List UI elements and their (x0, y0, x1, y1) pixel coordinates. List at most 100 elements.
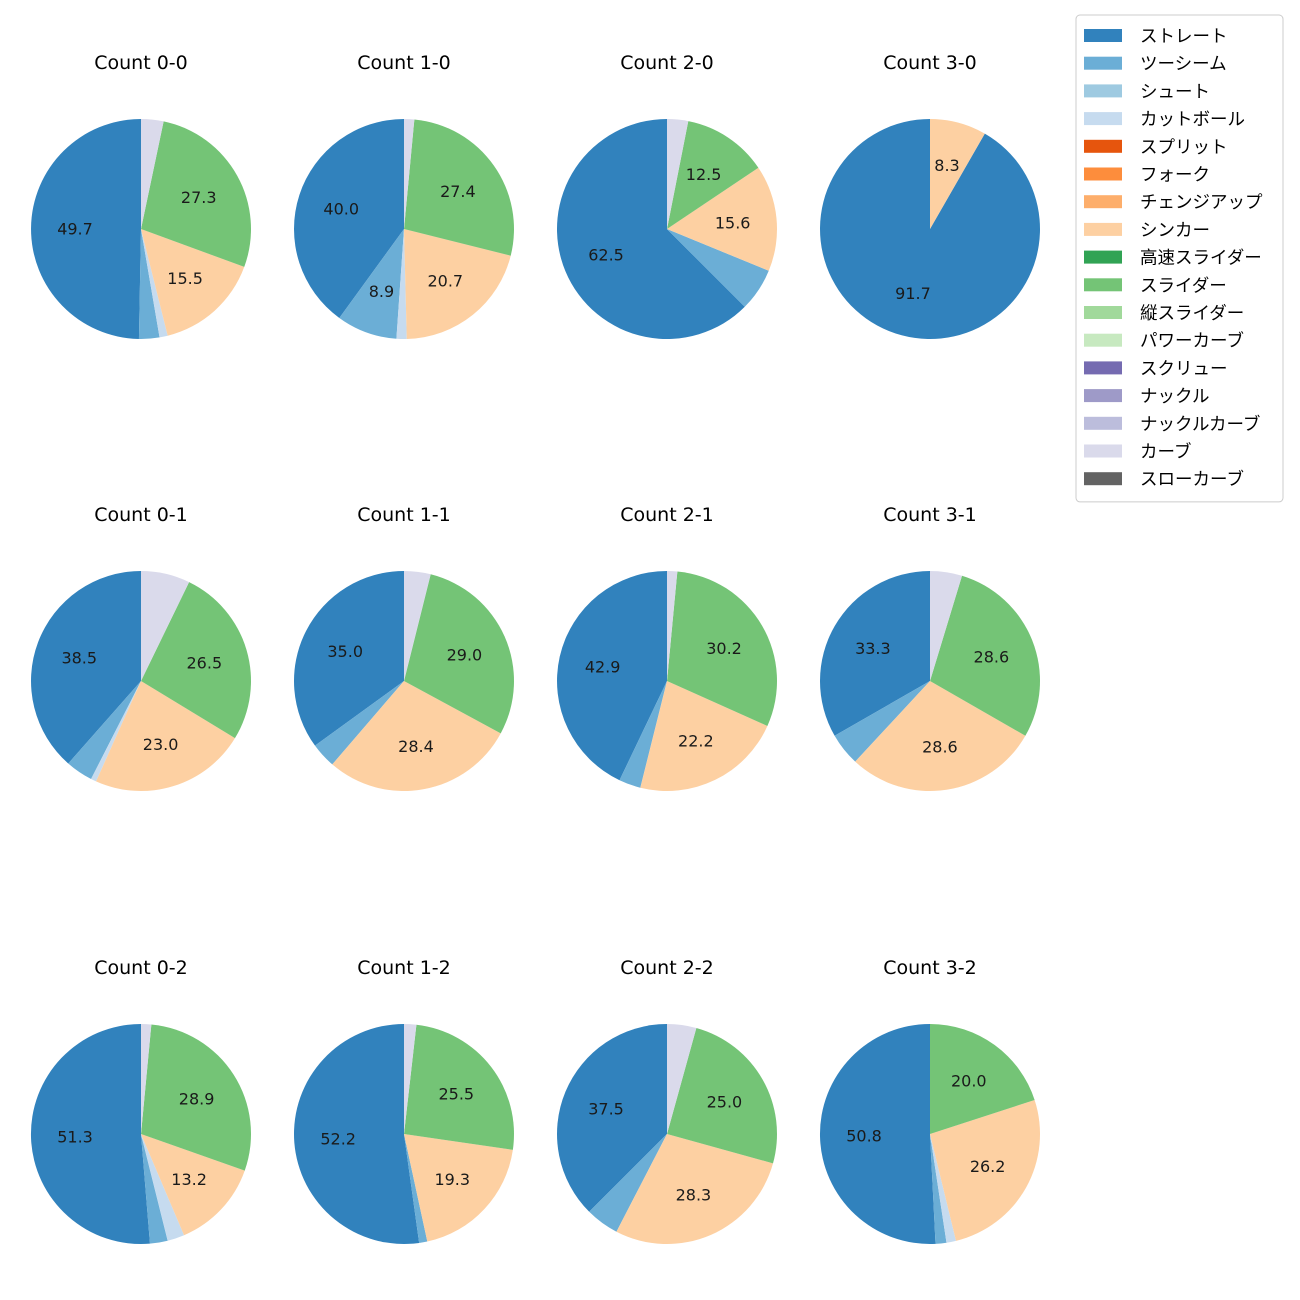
pie-slice (556, 119, 745, 339)
pie-title: Count 0-2 (94, 957, 188, 979)
legend-label: 高速スライダー (1140, 249, 1262, 269)
pie-slice (930, 571, 963, 681)
legend-item: カーブ (1084, 442, 1191, 463)
pie-10: Count 1-2 52.2 19.3 25.5 (293, 957, 514, 1245)
pie-slice (667, 229, 769, 307)
pie-7: Count 2-1 42.9 22.2 30.2 (557, 504, 778, 791)
legend-item: ナックル (1084, 387, 1209, 407)
pie-slice (141, 121, 251, 267)
slice-label: 42.9 (585, 657, 621, 676)
pie-slice (834, 681, 930, 762)
pie-slice (404, 1134, 513, 1242)
pie-title: Count 2-1 (620, 504, 714, 526)
pie-slice (667, 1024, 697, 1134)
slice-label: 12.5 (686, 165, 722, 184)
legend-label: フォーク (1140, 166, 1210, 186)
pie-title: Count 0-1 (94, 504, 188, 526)
pie-slice (141, 582, 251, 739)
pie-slice (404, 229, 511, 339)
slice-label: 28.4 (398, 737, 434, 756)
legend-swatch (1084, 222, 1122, 236)
slice-label: 8.9 (369, 282, 394, 301)
legend-swatch (1084, 195, 1122, 209)
pie-title: Count 1-0 (357, 52, 451, 74)
pie-slice (396, 229, 407, 340)
pie-slice (404, 119, 514, 256)
pie-3: Count 2-0 62.5 15.6 12.5 (556, 52, 778, 339)
slice-label: 23.0 (143, 735, 179, 754)
pie-slice (820, 119, 1041, 339)
pie-slice (31, 119, 141, 339)
slice-label: 27.4 (440, 182, 476, 201)
pie-slice (819, 1024, 936, 1245)
slice-label: 38.5 (61, 649, 97, 668)
legend-swatch (1084, 56, 1122, 70)
pie-6: Count 1-1 35.0 28.4 29.0 (293, 504, 514, 791)
pie-slice (557, 1024, 667, 1212)
legend-item: シュート (1084, 82, 1210, 102)
legend-item: スプリット (1084, 138, 1228, 158)
pie-slice (667, 571, 778, 726)
pie-slice (293, 119, 404, 318)
legend-item: チェンジアップ (1084, 193, 1263, 213)
legend-label: スライダー (1140, 276, 1227, 296)
legend-label: チェンジアップ (1140, 193, 1263, 213)
pie-slice (404, 1134, 428, 1243)
pie-slice (404, 571, 431, 681)
pie-slice (293, 1024, 420, 1245)
pie-slice (667, 121, 759, 229)
pie-8: Count 3-1 33.3 28.6 28.6 (819, 504, 1041, 791)
legend-swatch (1084, 112, 1122, 126)
legend-swatch (1084, 306, 1122, 319)
pie-slice (141, 1024, 152, 1134)
legend-item: 高速スライダー (1084, 249, 1262, 269)
legend-label: スクリュー (1140, 359, 1228, 379)
pie-slice (667, 167, 778, 271)
legend-label: シュート (1140, 82, 1210, 102)
legend-item: シンカー (1084, 221, 1210, 241)
pie-slice (404, 1024, 417, 1134)
slice-label: 22.2 (678, 731, 714, 750)
legend-swatch (1084, 139, 1122, 153)
slice-label: 37.5 (588, 1100, 624, 1119)
legend-swatch (1084, 278, 1122, 292)
pie-4: Count 3-0 91.7 8.3 (820, 52, 1041, 339)
pie-slice (339, 229, 404, 339)
slice-label: 25.5 (438, 1085, 474, 1104)
legend-label: パワーカーブ (1140, 331, 1244, 352)
legend-swatch (1084, 29, 1122, 42)
pie-slice (141, 119, 164, 229)
slice-label: 33.3 (855, 639, 891, 658)
pie-5: Count 0-1 38.5 23.0 26.5 (31, 504, 251, 792)
slice-label: 28.6 (974, 648, 1010, 667)
legend-label: ナックル (1140, 387, 1209, 407)
legend-label: カットボール (1140, 110, 1245, 130)
legend-swatch (1084, 389, 1122, 403)
legend-swatch (1084, 84, 1122, 98)
legend-item: カットボール (1084, 110, 1245, 130)
pie-slice (930, 1024, 1035, 1134)
pie-slice (91, 681, 141, 782)
pie-title: Count 2-0 (620, 52, 714, 74)
legend-item: ツーシーム (1084, 55, 1227, 75)
pie-title: Count 0-0 (94, 52, 188, 74)
pie-11: Count 2-2 37.5 28.3 25.0 (557, 957, 778, 1245)
legend-swatch (1084, 333, 1122, 347)
pie-title: Count 1-2 (357, 957, 451, 979)
legend-swatch (1084, 250, 1122, 264)
legend-label: シンカー (1140, 221, 1210, 241)
pie-title: Count 3-0 (883, 52, 977, 74)
pie-slice (68, 681, 141, 780)
legend-label: カーブ (1140, 442, 1191, 463)
slice-label: 28.9 (179, 1089, 215, 1108)
pie-slice (930, 1134, 947, 1244)
pie-slice (31, 571, 141, 764)
legend: ストレートツーシームシュートカットボールスプリットフォークチェンジアップシンカー… (1075, 14, 1284, 503)
pie-slice (141, 1134, 185, 1241)
legend-label: スプリット (1140, 138, 1228, 158)
slice-label: 29.0 (447, 645, 483, 664)
legend-item: ナックルカーブ (1084, 414, 1260, 435)
pie-slice (930, 575, 1041, 736)
legend-label: ツーシーム (1140, 55, 1227, 75)
legend-swatch (1084, 472, 1122, 486)
